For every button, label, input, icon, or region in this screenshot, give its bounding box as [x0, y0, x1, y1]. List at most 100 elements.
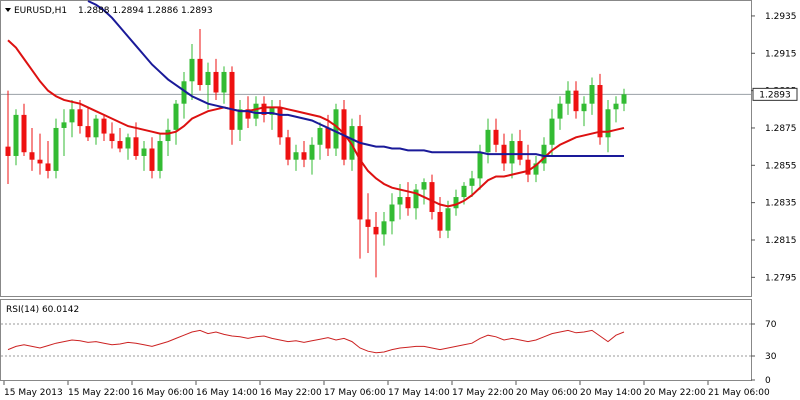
candle	[557, 96, 563, 130]
candle-body	[229, 71, 235, 130]
price-tick-label: 1.2915	[765, 49, 797, 59]
candle-body	[421, 182, 427, 190]
candle-body	[213, 71, 219, 93]
candle-body	[573, 90, 579, 112]
candle	[301, 141, 307, 168]
rsi-tick-label: 70	[765, 320, 777, 330]
candle-body	[509, 141, 515, 164]
ma-slow-line	[87, 0, 624, 157]
candle-body	[261, 103, 267, 115]
time-tick-label: 17 May 22:00	[452, 388, 514, 398]
candle-body	[125, 137, 131, 149]
candle-body	[493, 129, 499, 145]
candle-body	[5, 146, 11, 156]
dropdown-triangle-icon[interactable]	[5, 8, 11, 12]
candle-body	[109, 133, 115, 142]
candle-body	[53, 127, 59, 171]
candle-body	[285, 137, 291, 160]
candle	[13, 109, 19, 166]
current-price-marker: 1.2893	[752, 87, 798, 101]
candle	[141, 141, 147, 171]
candle	[453, 189, 459, 216]
candle	[285, 129, 291, 166]
time-tick-label: 20 May 06:00	[516, 388, 578, 398]
candle	[589, 77, 595, 115]
candle-body	[141, 148, 147, 156]
candle-body	[397, 197, 403, 205]
candle	[229, 66, 235, 145]
candle	[357, 114, 363, 259]
candle	[597, 73, 603, 145]
current-price-label: 1.2893	[759, 90, 791, 100]
candle	[493, 118, 499, 153]
rsi-tick-label: 30	[765, 352, 777, 362]
candle-body	[445, 208, 451, 231]
candle-body	[621, 94, 627, 104]
candle	[45, 141, 51, 179]
candle-body	[85, 126, 91, 138]
candle-body	[157, 141, 163, 171]
price-tick-label: 1.2875	[765, 124, 797, 134]
candle-body	[61, 122, 67, 128]
candle-body	[477, 152, 483, 179]
candle	[181, 71, 187, 119]
candle-body	[293, 152, 299, 160]
rsi-line	[7, 329, 625, 354]
candle	[317, 122, 323, 160]
time-tick-label: 20 May 14:00	[580, 388, 642, 398]
candle-body	[77, 109, 83, 127]
ma-fast-line	[7, 39, 625, 208]
candle	[117, 127, 123, 153]
candle	[485, 118, 491, 164]
candle	[221, 66, 227, 104]
time-axis: 15 May 2013 15 May 22:00 16 May 06:00 16 Ma…	[3, 381, 770, 398]
time-tick-label: 16 May 06:00	[132, 388, 194, 398]
candle	[469, 170, 475, 198]
candle	[53, 118, 59, 179]
candle	[517, 129, 523, 166]
price-axis: 1.29351.29151.28951.28751.28551.28351.28…	[751, 12, 797, 283]
candle-body	[613, 103, 619, 110]
time-tick-label: 15 May 2013	[4, 388, 63, 398]
time-tick-label: 17 May 06:00	[324, 388, 386, 398]
candle-body	[605, 109, 611, 138]
price-tick-label: 1.2815	[765, 236, 797, 246]
candle	[309, 137, 315, 175]
candle	[85, 107, 91, 142]
price-tick-label: 1.2855	[765, 161, 797, 171]
candle-body	[533, 163, 539, 175]
rsi-label: RSI(14) 60.0142	[6, 305, 79, 315]
rsi-levels	[1, 323, 751, 357]
time-tick-label: 17 May 14:00	[388, 388, 450, 398]
candle-body	[21, 114, 27, 153]
candle-body	[325, 127, 331, 149]
candle	[77, 99, 83, 134]
candle	[581, 96, 587, 127]
candle-body	[101, 118, 107, 134]
rsi-panel	[0, 299, 752, 381]
candle-body	[373, 226, 379, 235]
candle	[421, 178, 427, 205]
price-tick-label: 1.2795	[765, 273, 797, 283]
candle	[541, 137, 547, 171]
candle-body	[597, 85, 603, 138]
candle	[237, 99, 243, 142]
candle	[429, 174, 435, 220]
ohlc-label: 1.2888 1.2894 1.2886 1.2893	[78, 6, 213, 16]
candle	[149, 137, 155, 179]
candle	[573, 81, 579, 119]
time-tick-label: 15 May 22:00	[68, 388, 130, 398]
candle-body	[29, 152, 35, 160]
candle-body	[549, 118, 555, 145]
candle	[213, 58, 219, 100]
candle	[21, 103, 27, 156]
candle-body	[453, 197, 459, 209]
candle	[157, 133, 163, 179]
time-tick-label: 16 May 22:00	[260, 388, 322, 398]
candle-body	[237, 109, 243, 130]
candle	[165, 118, 171, 156]
rsi-tick-label: 0	[765, 376, 771, 386]
candle-body	[37, 159, 43, 164]
candle-body	[349, 126, 355, 160]
